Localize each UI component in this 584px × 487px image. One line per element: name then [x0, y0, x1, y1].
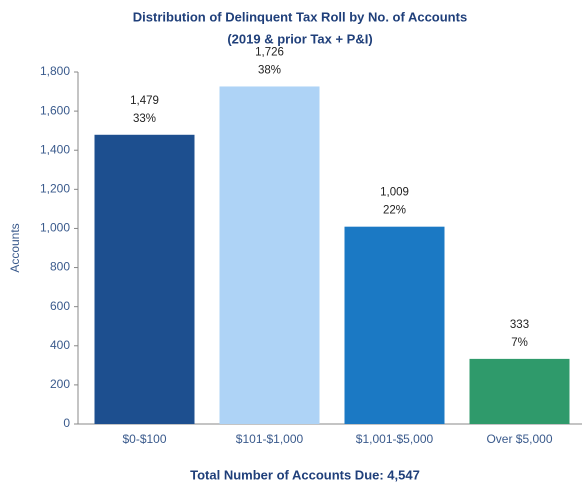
percent-label: 38%: [258, 65, 281, 77]
x-tick-label: Over $5,000: [486, 432, 552, 446]
data-label: 1,009: [380, 187, 409, 199]
y-tick-label: 0: [63, 416, 70, 430]
data-label: 333: [510, 319, 529, 331]
percent-label: 7%: [511, 337, 528, 349]
y-tick-label: 1,000: [40, 221, 70, 235]
y-tick-label: 1,400: [40, 142, 70, 156]
y-tick-label: 1,800: [40, 64, 70, 78]
y-axis-label: Accounts: [8, 223, 22, 272]
bar: [219, 86, 320, 425]
percent-label: 22%: [383, 205, 406, 217]
y-tick-label: 800: [50, 260, 70, 274]
chart-subtitle: (2019 & prior Tax + P&I): [227, 31, 372, 46]
y-tick-label: 1,200: [40, 182, 70, 196]
y-tick-label: 200: [50, 377, 70, 391]
annotation: Total Number of Accounts Due: 4,547: [190, 467, 420, 482]
chart-title: Distribution of Delinquent Tax Roll by N…: [133, 9, 467, 24]
x-tick-label: $101-$1,000: [236, 432, 304, 446]
data-label: 1,479: [130, 95, 159, 107]
percent-label: 33%: [133, 113, 156, 125]
x-tick-label: $1,001-$5,000: [356, 432, 434, 446]
y-tick-label: 1,600: [40, 103, 70, 117]
y-tick-label: 600: [50, 299, 70, 313]
x-tick-label: $0-$100: [122, 432, 166, 446]
bar: [94, 134, 195, 425]
y-tick-label: 400: [50, 338, 70, 352]
data-label: 1,726: [255, 47, 284, 59]
bar: [469, 358, 570, 424]
bar: [344, 226, 445, 424]
